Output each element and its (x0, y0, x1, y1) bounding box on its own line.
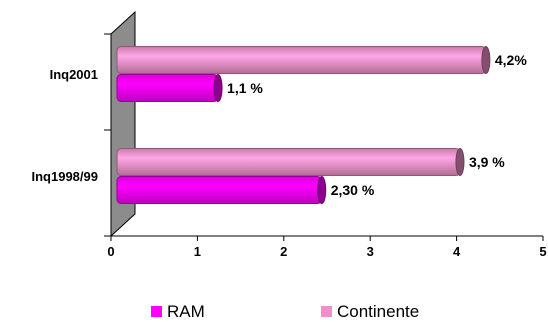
bar-continente-1 (116, 46, 487, 74)
data-label: 1,1 % (227, 80, 263, 96)
data-labels: 4,2% 1,1 % 3,9 % 2,30 % (227, 52, 527, 198)
data-label: 2,30 % (331, 182, 375, 198)
category-label: Inq1998/99 (32, 169, 99, 184)
bar-end-cap (481, 46, 491, 74)
x-tick-label: 2 (280, 244, 287, 259)
x-tick-label: 1 (194, 244, 201, 259)
legend-swatch-ram (151, 306, 162, 317)
legend-label-continente: Continente (337, 302, 419, 321)
data-label: 4,2% (495, 52, 527, 68)
bars (116, 46, 491, 204)
bar-ram-2 (116, 176, 323, 204)
category-label: Inq2001 (50, 67, 98, 82)
x-tick-label: 0 (107, 244, 114, 259)
legend-swatch-continente (321, 306, 332, 317)
category-labels: Inq2001 Inq1998/99 (32, 67, 99, 184)
x-tick-label: 3 (367, 244, 374, 259)
legend-label-ram: RAM (167, 302, 205, 321)
x-tick-label: 4 (453, 244, 461, 259)
bar-end-cap (455, 148, 465, 176)
bar-end-cap (213, 74, 223, 102)
x-tick-label: 5 (539, 244, 546, 259)
legend: RAM Continente (151, 302, 419, 321)
data-label: 3,9 % (469, 154, 505, 170)
bar-ram-1 (116, 74, 219, 102)
bar-continente-2 (116, 148, 461, 176)
bar-end-cap (317, 176, 327, 204)
x-axis: 0 1 2 3 4 5 (104, 33, 547, 259)
